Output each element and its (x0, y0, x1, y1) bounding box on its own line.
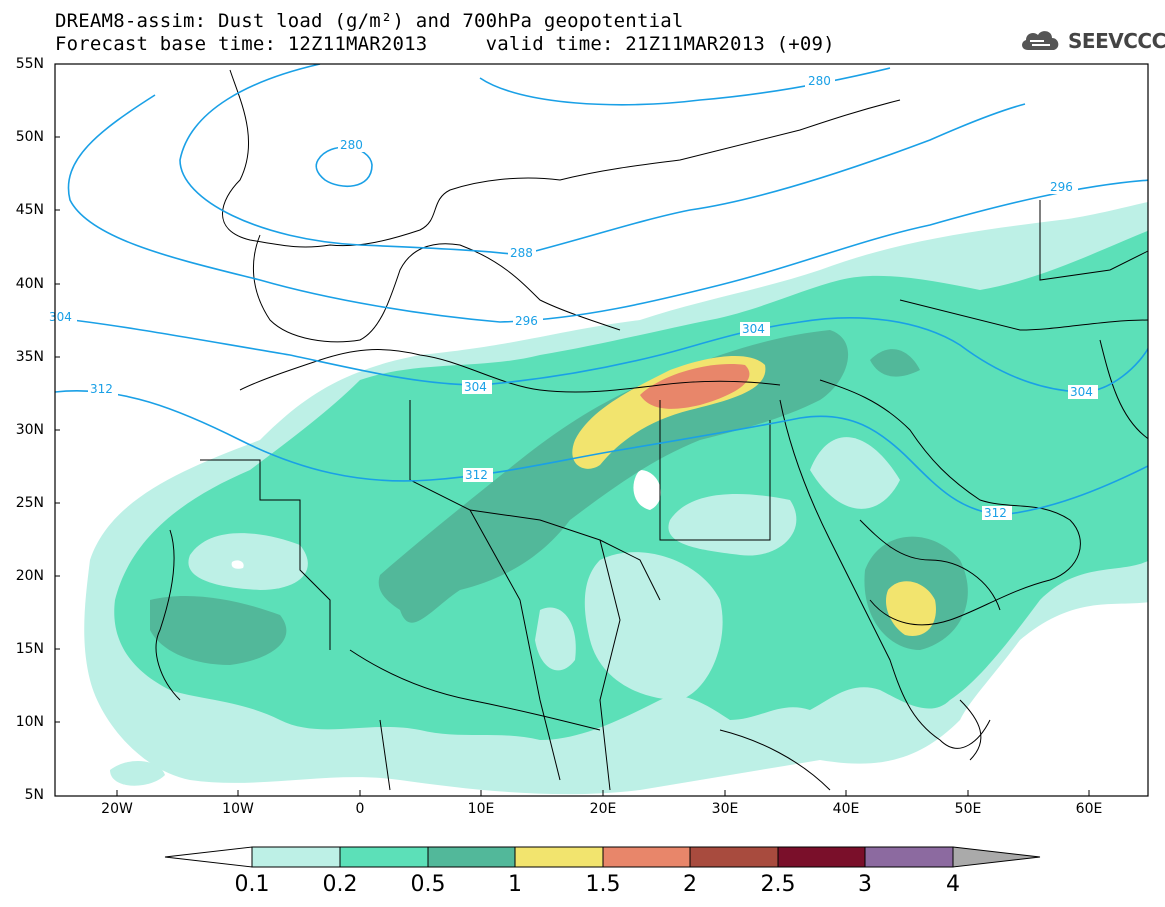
colorbar-swatch-5 (689, 846, 779, 868)
contour-label-312-b: 312 (984, 506, 1007, 520)
lat-label: 10N (15, 714, 44, 730)
colorbar-tick: 3 (858, 872, 872, 897)
dust-field-0.1b (110, 760, 165, 786)
lat-label: 50N (15, 129, 44, 145)
dust-hole-5 (810, 437, 900, 509)
colorbar-swatch-2 (427, 846, 516, 868)
lon-label: 10W (222, 801, 254, 817)
dust-fields (55, 64, 1148, 795)
contour-label-280-loop: 280 (340, 138, 363, 152)
contour-280-west (179, 64, 1026, 256)
lat-label: 30N (15, 422, 44, 438)
colorbar-swatch-1 (339, 846, 429, 868)
contour-304 (55, 317, 1148, 393)
colorbar-tick: 2.5 (760, 872, 796, 897)
contour-280-loop (315, 146, 373, 187)
dust-hole-4 (535, 607, 576, 671)
lat-label: 35N (15, 349, 44, 365)
lon-label: 30E (711, 801, 739, 817)
lon-label: 40E (832, 801, 860, 817)
contour-label-304-a: 304 (464, 380, 487, 394)
contour-312 (55, 390, 1148, 516)
logo-text: SEEVCCC (1068, 29, 1165, 53)
dust-field-0.5b (150, 595, 287, 665)
seevccc-logo: SEEVCCC (1018, 27, 1165, 55)
dust-field-0.5a (378, 330, 849, 623)
dust-field-1.5 (640, 364, 750, 409)
colorbar-tick: 0.2 (322, 872, 358, 897)
dust-field-0.5d (870, 349, 920, 377)
cloud-icon (1022, 31, 1059, 50)
colorbar-swatch-6 (777, 846, 866, 868)
lat-label: 20N (15, 568, 44, 584)
dust-hole-1 (188, 533, 308, 590)
contour-296 (67, 94, 1148, 323)
colorbar-low-arrow (164, 846, 253, 868)
lat-label: 25N (15, 495, 44, 511)
contour-label-312-west: 312 (90, 382, 113, 396)
colorbar-tick: 0.1 (234, 872, 270, 897)
lat-label: 5N (24, 787, 44, 803)
contour-label-288: 288 (510, 246, 533, 260)
colorbar-swatch-7 (864, 846, 954, 868)
lat-label: 40N (15, 276, 44, 292)
lon-label: 50E (954, 801, 982, 817)
colorbar-swatch-3 (514, 846, 604, 868)
colorbar-swatch-4 (602, 846, 691, 868)
contour-labels: 280 280 288 296 296 304 304 304 304 312 … (49, 74, 1098, 520)
contour-label-304-b: 304 (742, 322, 765, 336)
colorbar (164, 846, 1041, 868)
map-title: DREAM8-assim: Dust load (g/m²) and 700hP… (55, 10, 684, 32)
dust-hole-3 (584, 552, 723, 700)
contour-label-304-c: 304 (1070, 385, 1093, 399)
contour-label-312-a: 312 (465, 468, 488, 482)
lat-label: 15N (15, 641, 44, 657)
lat-label: 55N (15, 56, 44, 72)
lon-label: 20E (589, 801, 617, 817)
colorbar-tick: 0.5 (410, 872, 446, 897)
contour-label-280-north: 280 (808, 74, 831, 88)
lon-label: 60E (1075, 801, 1103, 817)
dust-hole-7 (231, 560, 244, 569)
contour-label-296-a: 296 (515, 314, 538, 328)
colorbar-tick: 1 (508, 872, 522, 897)
colorbar-tick: 1.5 (585, 872, 621, 897)
dust-hole-6 (633, 470, 661, 510)
colorbar-high-arrow (952, 846, 1041, 868)
lon-label: 10E (467, 801, 495, 817)
lat-label: 45N (15, 202, 44, 218)
colorbar-swatch-0 (251, 846, 341, 868)
lon-label: 20W (101, 801, 133, 817)
contour-label-304-west: 304 (49, 310, 72, 324)
colorbar-tick: 2 (683, 872, 697, 897)
dust-field-1b (885, 581, 936, 636)
colorbar-tick: 4 (946, 872, 960, 897)
contour-label-296-b: 296 (1050, 180, 1073, 194)
lon-label: 0 (355, 801, 365, 817)
forecast-time-info: Forecast base time: 12Z11MAR2013 valid t… (55, 33, 835, 55)
axis-ticks (55, 63, 1090, 796)
